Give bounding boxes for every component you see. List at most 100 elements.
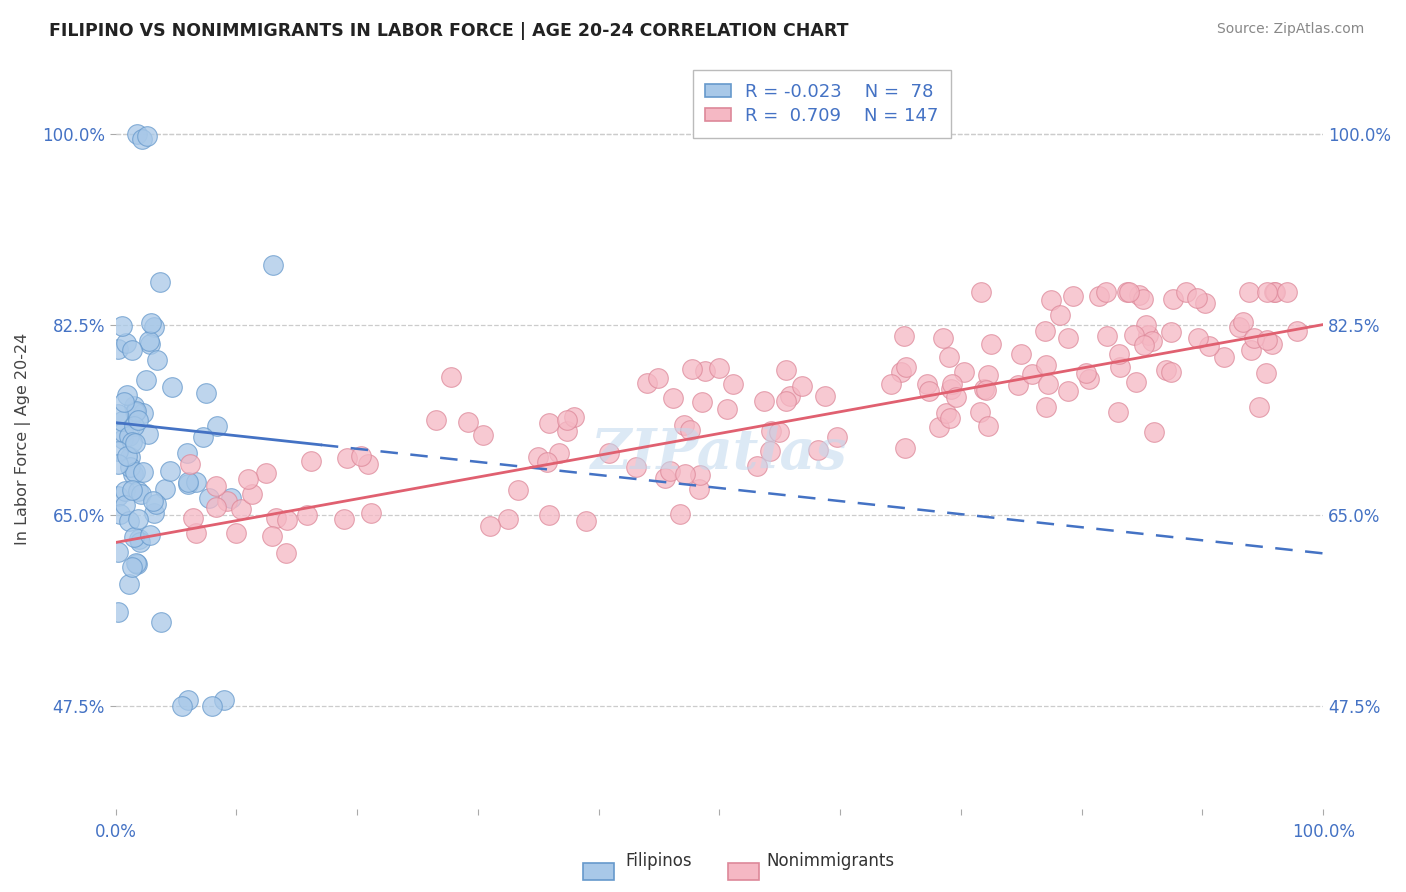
Point <box>688 482 710 496</box>
Point <box>1185 291 1208 305</box>
Point <box>121 434 143 449</box>
Point <box>659 464 682 478</box>
Point <box>1256 366 1278 380</box>
Point <box>928 419 950 434</box>
Point <box>1194 296 1216 310</box>
Point <box>139 336 162 351</box>
Point <box>159 464 181 478</box>
Point <box>191 429 214 443</box>
Point <box>555 413 578 427</box>
Point <box>124 466 146 480</box>
Point <box>146 353 169 368</box>
Point <box>135 129 157 144</box>
Point <box>690 394 713 409</box>
Point <box>1187 331 1209 345</box>
Point <box>184 526 207 541</box>
Point <box>977 368 1000 383</box>
Point <box>121 560 143 574</box>
Point <box>425 413 447 427</box>
Point <box>893 329 915 343</box>
Point <box>139 528 162 542</box>
Point <box>973 382 995 396</box>
Point <box>1243 331 1265 345</box>
Point <box>204 500 226 515</box>
Point <box>212 693 235 707</box>
Point <box>673 417 696 432</box>
Point <box>186 475 208 489</box>
Point <box>107 458 129 472</box>
Point <box>107 489 129 503</box>
Point <box>894 441 917 455</box>
Point <box>205 478 228 492</box>
Point <box>472 427 495 442</box>
Point <box>1247 400 1270 414</box>
Y-axis label: In Labor Force | Age 20-24: In Labor Force | Age 20-24 <box>15 333 31 545</box>
Point <box>177 475 200 490</box>
Point <box>135 373 157 387</box>
Point <box>1123 328 1146 343</box>
Point <box>107 605 129 619</box>
Point <box>953 366 976 380</box>
Point <box>181 510 204 524</box>
Point <box>745 458 768 473</box>
Point <box>299 454 322 468</box>
Point <box>1128 288 1150 302</box>
Point <box>668 507 690 521</box>
Point <box>170 698 193 713</box>
Point <box>131 466 153 480</box>
Point <box>896 359 918 374</box>
Point <box>1109 359 1132 374</box>
Point <box>240 487 263 501</box>
Point <box>276 513 298 527</box>
Point <box>890 365 912 379</box>
Point <box>1125 375 1147 389</box>
Point <box>349 449 371 463</box>
Point <box>721 376 744 391</box>
Point <box>122 530 145 544</box>
Point <box>256 467 278 481</box>
Point <box>1175 285 1198 299</box>
Point <box>941 382 963 396</box>
Point <box>1160 365 1182 379</box>
Point <box>1143 425 1166 440</box>
Point <box>132 406 155 420</box>
Text: Source: ZipAtlas.com: Source: ZipAtlas.com <box>1216 22 1364 37</box>
Point <box>336 451 359 466</box>
Point <box>1264 285 1286 299</box>
Point <box>127 512 149 526</box>
Point <box>217 493 239 508</box>
Point <box>108 508 131 522</box>
Point <box>1033 324 1056 338</box>
Point <box>107 545 129 559</box>
Point <box>179 457 201 471</box>
Point <box>142 506 165 520</box>
Point <box>118 514 141 528</box>
Point <box>225 525 247 540</box>
Point <box>661 391 683 405</box>
Point <box>138 334 160 349</box>
Point <box>752 393 775 408</box>
Point <box>177 693 200 707</box>
Point <box>1108 347 1130 361</box>
Point <box>107 444 129 458</box>
Point <box>128 532 150 546</box>
Point <box>537 508 560 522</box>
Point <box>229 502 252 516</box>
Point <box>115 449 138 463</box>
Point <box>114 483 136 498</box>
Point <box>457 415 479 429</box>
Point <box>779 389 801 403</box>
Point <box>1256 334 1278 348</box>
Point <box>1035 400 1057 414</box>
Point <box>598 446 620 460</box>
Point <box>1256 285 1278 299</box>
Text: Filipinos: Filipinos <box>626 852 692 870</box>
Point <box>129 487 152 501</box>
Point <box>205 419 228 434</box>
Point <box>110 318 132 333</box>
Point <box>114 498 136 512</box>
Point <box>1277 285 1299 299</box>
Point <box>806 442 828 457</box>
Text: ZIPatlas: ZIPatlas <box>591 426 848 482</box>
Point <box>976 383 998 397</box>
